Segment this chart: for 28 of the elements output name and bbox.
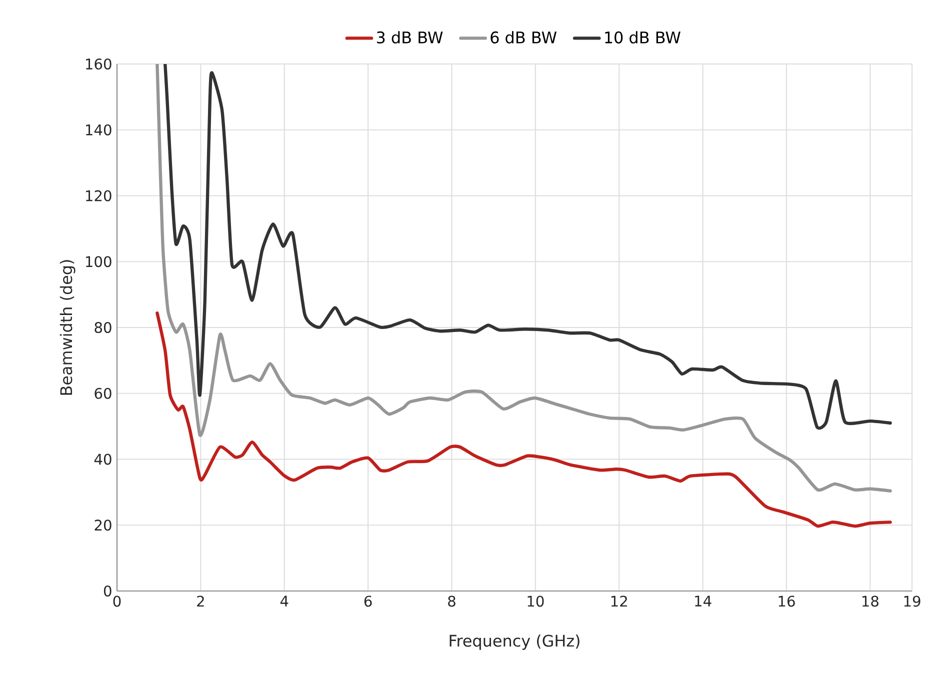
y-tick-label: 60: [94, 388, 112, 399]
y-tick-label: 80: [94, 322, 112, 334]
y-tick-label: 40: [94, 454, 112, 465]
legend-label: 3 dB BW: [376, 31, 443, 44]
x-tick-label: 19: [904, 596, 920, 607]
x-tick-label: 14: [695, 596, 712, 606]
x-tick-label: 6: [364, 596, 372, 607]
x-tick-label: 10: [528, 596, 544, 607]
x-tick-label: 0: [113, 596, 121, 607]
x-axis-title: Frequency (GHz): [450, 634, 580, 650]
x-tick-label: 8: [448, 596, 456, 607]
line-series: [164, 64, 892, 430]
x-tick-label: 18: [862, 596, 878, 607]
y-tick-label: 0: [104, 585, 112, 597]
y-tick-label: 20: [94, 520, 112, 531]
x-tick-label: 4: [280, 596, 288, 606]
legend-label: 10 dB BW: [605, 31, 680, 44]
y-axis-title: Beamwidth (deg): [60, 260, 76, 395]
line-series: [156, 311, 892, 528]
y-tick-label: 140: [86, 124, 112, 136]
x-tick-label: 12: [611, 596, 627, 607]
legend-label: 6 dB BW: [490, 31, 557, 44]
y-tick-label: 120: [86, 190, 112, 202]
y-tick-label: 160: [86, 58, 112, 70]
x-tick-label: 2: [197, 596, 204, 607]
y-tick-label: 100: [86, 256, 112, 268]
line-series: [156, 64, 892, 492]
x-tick-label: 16: [778, 596, 795, 607]
